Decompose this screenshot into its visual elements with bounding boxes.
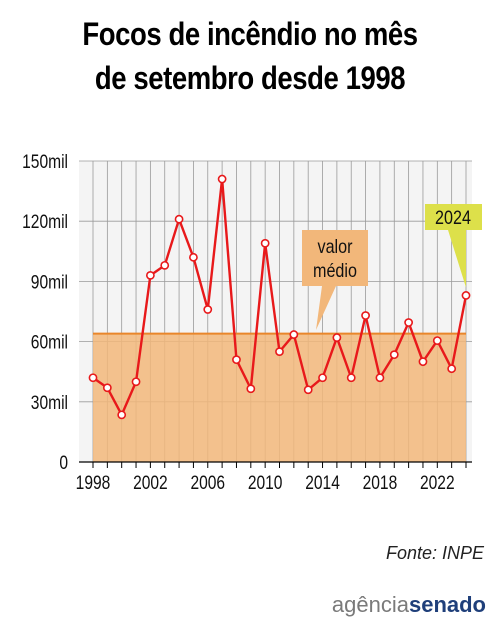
data-point xyxy=(375,373,385,383)
data-point xyxy=(447,364,457,374)
y-tick-label: 150mil xyxy=(22,151,68,173)
data-point xyxy=(88,373,98,383)
data-point xyxy=(260,238,270,248)
data-point xyxy=(361,311,370,320)
data-point xyxy=(275,347,284,357)
x-tick-label: 2010 xyxy=(248,472,283,494)
data-point xyxy=(318,373,327,383)
data-point xyxy=(217,174,227,184)
data-point xyxy=(461,291,471,300)
x-tick-label: 2018 xyxy=(363,472,398,494)
data-point xyxy=(404,318,414,327)
data-point xyxy=(418,357,428,367)
data-point xyxy=(189,252,198,262)
x-tick-label: 1998 xyxy=(76,472,111,494)
x-tick-label: 2002 xyxy=(133,472,168,494)
data-point xyxy=(303,385,313,395)
y-tick-label: 0 xyxy=(59,452,68,474)
data-point xyxy=(346,373,356,383)
x-tick-label: 2014 xyxy=(305,472,340,494)
data-point xyxy=(145,270,155,280)
data-point xyxy=(160,260,170,270)
axes: 0 30mil 60mil 90mil 120mil 150mil 1998 2002 2006… xyxy=(22,151,472,494)
data-point xyxy=(131,377,141,387)
y-tick-label: 60mil xyxy=(31,331,68,353)
data-point xyxy=(117,410,127,420)
data-point xyxy=(389,350,399,360)
data-point xyxy=(246,384,256,394)
logo-part-2: senado xyxy=(408,592,486,617)
data-point xyxy=(432,336,442,345)
data-point xyxy=(232,355,241,365)
agencia-senado-logo: agênciasenado xyxy=(332,592,486,618)
average-callout-box xyxy=(302,230,368,330)
average-callout-label: médio xyxy=(313,260,357,282)
x-tick-label: 2006 xyxy=(190,472,225,494)
y-tick-label: 90mil xyxy=(31,271,68,293)
data-point xyxy=(289,330,299,339)
chart-title: Focos de incêndio no mês de setembro des… xyxy=(35,12,465,100)
source-note: Fonte: INPE xyxy=(385,543,484,563)
logo-part-1: agência xyxy=(331,592,409,617)
x-tick-label: 2022 xyxy=(420,472,455,494)
series-line xyxy=(88,174,471,420)
y-tick-label: 30mil xyxy=(31,391,68,413)
highlight-callout-label: 2024 xyxy=(435,207,471,229)
title-line-2: de setembro desde 1998 xyxy=(94,60,406,96)
y-tick-label: 120mil xyxy=(22,211,68,233)
highlight-callout-box xyxy=(425,204,482,288)
average-callout-label: valor xyxy=(318,236,353,258)
data-point xyxy=(332,333,342,342)
data-point xyxy=(174,214,184,224)
data-point xyxy=(102,383,112,393)
data-point xyxy=(203,305,213,314)
title-line-1: Focos de incêndio no mês xyxy=(82,16,418,52)
